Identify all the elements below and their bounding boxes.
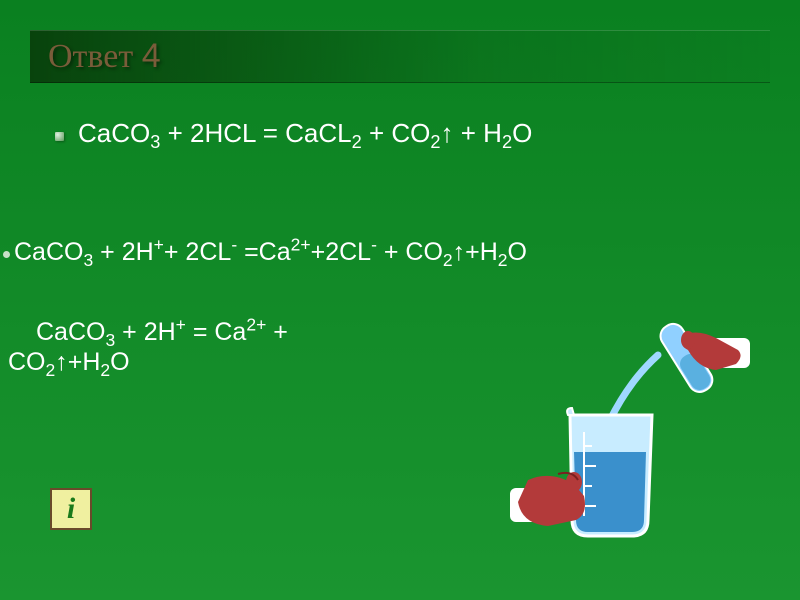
eq2-m: ↑+H	[453, 238, 498, 266]
eq2-o: O	[508, 238, 527, 266]
equation-2: CaCO3 + 2H++ 2CL- =Ca2++2CL- + CO2↑+H2O	[14, 238, 527, 267]
eq1-p4: + CO	[362, 118, 431, 148]
info-button[interactable]: i	[50, 488, 92, 530]
info-icon: i	[67, 492, 75, 526]
eq3a-b: 3	[105, 330, 115, 350]
eq1-p5: 2	[430, 132, 440, 152]
eq2-n: 2	[498, 250, 508, 270]
eq2-c: + 2H	[93, 238, 153, 266]
eq3b-c: ↑+H	[55, 348, 100, 376]
chemistry-illustration-icon	[510, 320, 750, 550]
eq2-k: + CO	[377, 238, 443, 266]
eq3b-e: O	[110, 348, 129, 376]
eq3a-f: 2+	[246, 315, 266, 335]
eq3b-a: CO	[8, 348, 46, 376]
eq3b-d: 2	[100, 360, 110, 380]
equation-3-line2: CO2↑+H2O	[8, 348, 130, 377]
eq1-p3: 2	[352, 132, 362, 152]
eq2-e: + 2CL	[164, 238, 231, 266]
eq3a-d: +	[176, 315, 186, 335]
eq1-p6: ↑ + H	[441, 118, 502, 148]
eq2-d: +	[154, 235, 164, 255]
eq3b-b: 2	[46, 360, 56, 380]
eq1-p8: O	[512, 118, 532, 148]
bullet-icon	[55, 132, 64, 141]
eq1-p2: + 2HCL = CaCL	[160, 118, 351, 148]
title-bar: Ответ 4	[30, 30, 770, 83]
eq3a-g: +	[266, 318, 288, 346]
equation-3-line1: CaCO3 + 2H+ = Ca2+ +	[36, 318, 288, 347]
eq1-p1: 3	[150, 132, 160, 152]
eq1-p7: 2	[502, 132, 512, 152]
eq1-p0: CaCO	[78, 118, 150, 148]
eq3a-e: = Ca	[186, 318, 246, 346]
eq3a-a: CaCO	[36, 318, 105, 346]
pouring-illustration	[510, 320, 750, 550]
page-title: Ответ 4	[48, 38, 161, 75]
title-number: 4	[142, 37, 161, 75]
eq3a-c: + 2H	[115, 318, 175, 346]
eq2-h: 2+	[291, 235, 311, 255]
eq2-a: CaCO	[14, 238, 83, 266]
eq2-b: 3	[83, 250, 93, 270]
eq2-g: =Ca	[237, 238, 291, 266]
eq2-i: +2CL	[311, 238, 371, 266]
equation-1: CaCO3 + 2HCL = CaCL2 + CO2↑ + H2O	[78, 118, 532, 149]
title-text: Ответ	[48, 38, 133, 75]
eq2-l: 2	[443, 250, 453, 270]
dot-icon	[3, 251, 10, 258]
